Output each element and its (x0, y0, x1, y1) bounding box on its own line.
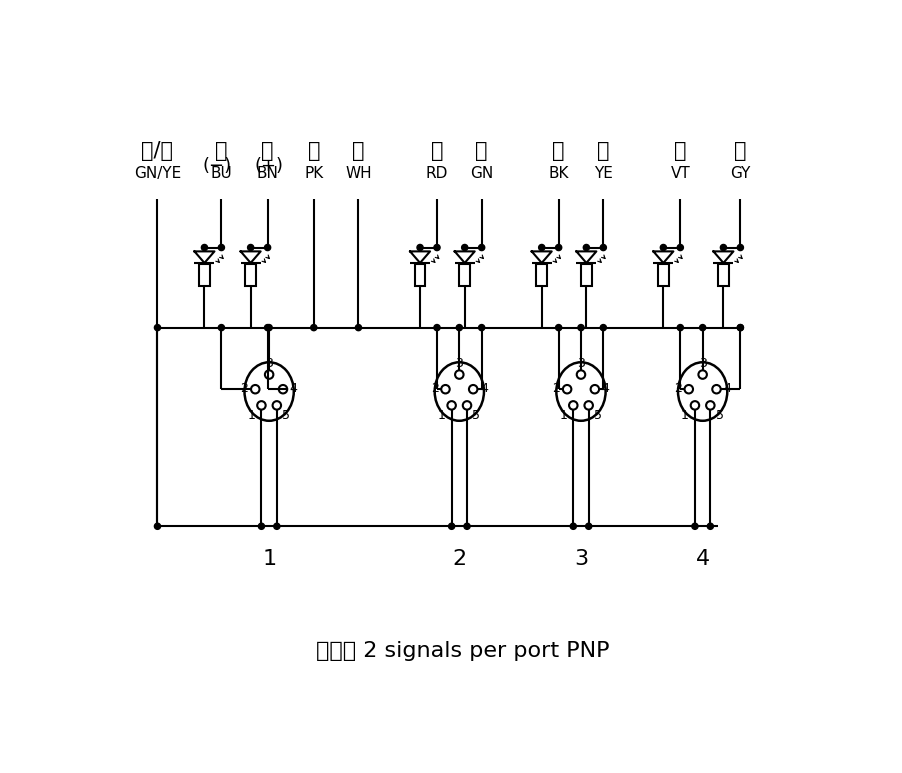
Text: 5: 5 (281, 409, 290, 422)
Circle shape (461, 244, 467, 250)
Circle shape (736, 244, 742, 250)
Text: 2: 2 (240, 382, 248, 395)
Circle shape (355, 325, 361, 331)
Text: 3: 3 (698, 357, 705, 370)
Circle shape (555, 244, 561, 250)
Text: 绶: 绶 (474, 141, 487, 161)
Circle shape (583, 244, 589, 250)
Text: 红: 红 (430, 141, 443, 161)
Circle shape (720, 244, 726, 250)
Text: 2: 2 (673, 382, 681, 395)
Text: 3: 3 (576, 357, 584, 370)
Bar (198, 264, 209, 286)
Text: GY: GY (730, 166, 750, 181)
Bar (658, 264, 668, 286)
Circle shape (478, 325, 484, 331)
Bar (536, 264, 547, 286)
Circle shape (448, 523, 455, 530)
Text: 1: 1 (680, 409, 688, 422)
Circle shape (218, 244, 225, 250)
Circle shape (659, 244, 666, 250)
Circle shape (310, 325, 317, 331)
Text: (+): (+) (254, 157, 283, 175)
Bar (414, 264, 425, 286)
Text: 灰: 灰 (733, 141, 746, 161)
Text: 4: 4 (290, 382, 298, 395)
Text: 3: 3 (574, 549, 587, 569)
Text: 4: 4 (480, 382, 487, 395)
Circle shape (736, 325, 742, 331)
Circle shape (585, 523, 591, 530)
Bar (459, 264, 470, 286)
Text: PK: PK (304, 166, 323, 181)
Circle shape (569, 523, 575, 530)
Text: 5: 5 (714, 409, 723, 422)
Circle shape (706, 523, 713, 530)
Text: GN: GN (470, 166, 492, 181)
Circle shape (600, 244, 606, 250)
Bar (245, 264, 256, 286)
Text: 4: 4 (723, 382, 731, 395)
Circle shape (264, 244, 271, 250)
Circle shape (478, 244, 484, 250)
Text: BK: BK (548, 166, 568, 181)
Text: 1: 1 (437, 409, 445, 422)
Text: 棕: 棕 (261, 141, 273, 161)
Text: 5: 5 (472, 409, 480, 422)
Circle shape (538, 244, 544, 250)
Circle shape (555, 325, 561, 331)
Circle shape (201, 244, 207, 250)
Circle shape (464, 523, 470, 530)
Bar (717, 264, 728, 286)
Text: WH: WH (345, 166, 372, 181)
Circle shape (736, 325, 742, 331)
Text: 1: 1 (558, 409, 566, 422)
Text: 2: 2 (552, 382, 559, 395)
Text: 蓝: 蓝 (215, 141, 227, 161)
Circle shape (434, 325, 439, 331)
Circle shape (266, 325, 272, 331)
Text: 粉: 粉 (308, 141, 319, 161)
Circle shape (247, 244, 253, 250)
Circle shape (218, 325, 225, 331)
Text: VT: VT (669, 166, 689, 181)
Circle shape (154, 523, 161, 530)
Circle shape (691, 523, 697, 530)
Circle shape (264, 325, 271, 331)
Circle shape (600, 325, 606, 331)
Text: 1: 1 (262, 549, 276, 569)
Circle shape (699, 325, 705, 331)
Text: BU: BU (210, 166, 232, 181)
Text: (−): (−) (202, 157, 231, 175)
Circle shape (577, 325, 584, 331)
Circle shape (676, 244, 683, 250)
Text: 2: 2 (452, 549, 465, 569)
Text: 双通道 2 signals per port PNP: 双通道 2 signals per port PNP (316, 641, 609, 661)
Text: 3: 3 (455, 357, 463, 370)
Circle shape (417, 244, 423, 250)
Text: 紫: 紫 (673, 141, 686, 161)
Text: 白: 白 (352, 141, 364, 161)
Circle shape (154, 325, 161, 331)
Circle shape (273, 523, 280, 530)
Text: 绶/黄: 绶/黄 (142, 141, 173, 161)
Text: BN: BN (256, 166, 278, 181)
Circle shape (456, 325, 462, 331)
Text: 黄: 黄 (596, 141, 609, 161)
Text: GN/YE: GN/YE (133, 166, 181, 181)
Text: RD: RD (426, 166, 447, 181)
Circle shape (676, 325, 683, 331)
Text: YE: YE (594, 166, 612, 181)
Text: 1: 1 (247, 409, 255, 422)
Text: 黑: 黑 (552, 141, 565, 161)
Circle shape (434, 244, 439, 250)
Text: 4: 4 (695, 549, 709, 569)
Text: 5: 5 (594, 409, 602, 422)
Text: 2: 2 (430, 382, 438, 395)
Text: 4: 4 (601, 382, 609, 395)
Circle shape (258, 523, 264, 530)
Text: 3: 3 (265, 357, 272, 370)
Bar (580, 264, 591, 286)
